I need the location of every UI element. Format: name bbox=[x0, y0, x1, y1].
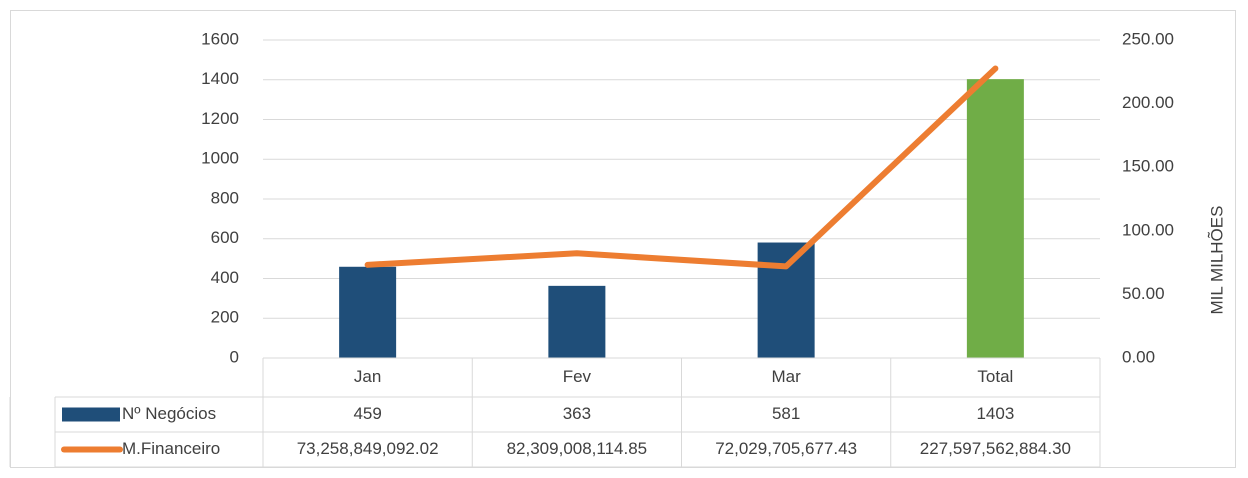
table-value: 73,258,849,092.02 bbox=[297, 439, 439, 458]
table-value: 82,309,008,114.85 bbox=[507, 439, 648, 458]
y2-tick-label: 50.00 bbox=[1122, 284, 1165, 303]
bar bbox=[966, 79, 1024, 358]
table-value: 1403 bbox=[976, 404, 1014, 423]
y-tick-label: 1000 bbox=[201, 149, 239, 168]
legend-label: Nº Negócios bbox=[122, 404, 216, 423]
x-tick-label: Mar bbox=[771, 367, 801, 386]
y2-axis-label: MIL MILHÕES bbox=[1207, 206, 1226, 315]
table-value: 459 bbox=[353, 404, 381, 423]
y2-tick-label: 200.00 bbox=[1122, 93, 1174, 112]
table-value: 72,029,705,677.43 bbox=[715, 439, 857, 458]
legend-swatch bbox=[62, 407, 120, 422]
line bbox=[364, 65, 999, 270]
y2-tick-label: 0.00 bbox=[1122, 347, 1155, 366]
x-tick-label: Total bbox=[977, 367, 1013, 386]
y-tick-label: 200 bbox=[211, 308, 239, 327]
bar bbox=[757, 242, 815, 358]
bar bbox=[339, 266, 397, 358]
table-value: 581 bbox=[772, 404, 800, 423]
y-tick-label: 800 bbox=[211, 188, 239, 207]
y2-tick-label: 100.00 bbox=[1122, 220, 1174, 239]
y-tick-label: 600 bbox=[211, 228, 239, 247]
x-tick-label: Fev bbox=[563, 367, 592, 386]
y-tick-label: 1200 bbox=[201, 109, 239, 128]
table-value: 227,597,562,884.30 bbox=[920, 439, 1071, 458]
y2-tick-label: 150.00 bbox=[1122, 157, 1174, 176]
y2-tick-label: 250.00 bbox=[1122, 29, 1174, 48]
y-tick-label: 1600 bbox=[201, 29, 239, 48]
table-value: 363 bbox=[563, 404, 591, 423]
y-tick-label: 0 bbox=[230, 347, 239, 366]
legend-label: M.Financeiro bbox=[122, 439, 220, 458]
bar bbox=[548, 285, 606, 358]
y-tick-label: 400 bbox=[211, 268, 239, 287]
x-tick-label: Jan bbox=[354, 367, 381, 386]
y-tick-label: 1400 bbox=[201, 69, 239, 88]
